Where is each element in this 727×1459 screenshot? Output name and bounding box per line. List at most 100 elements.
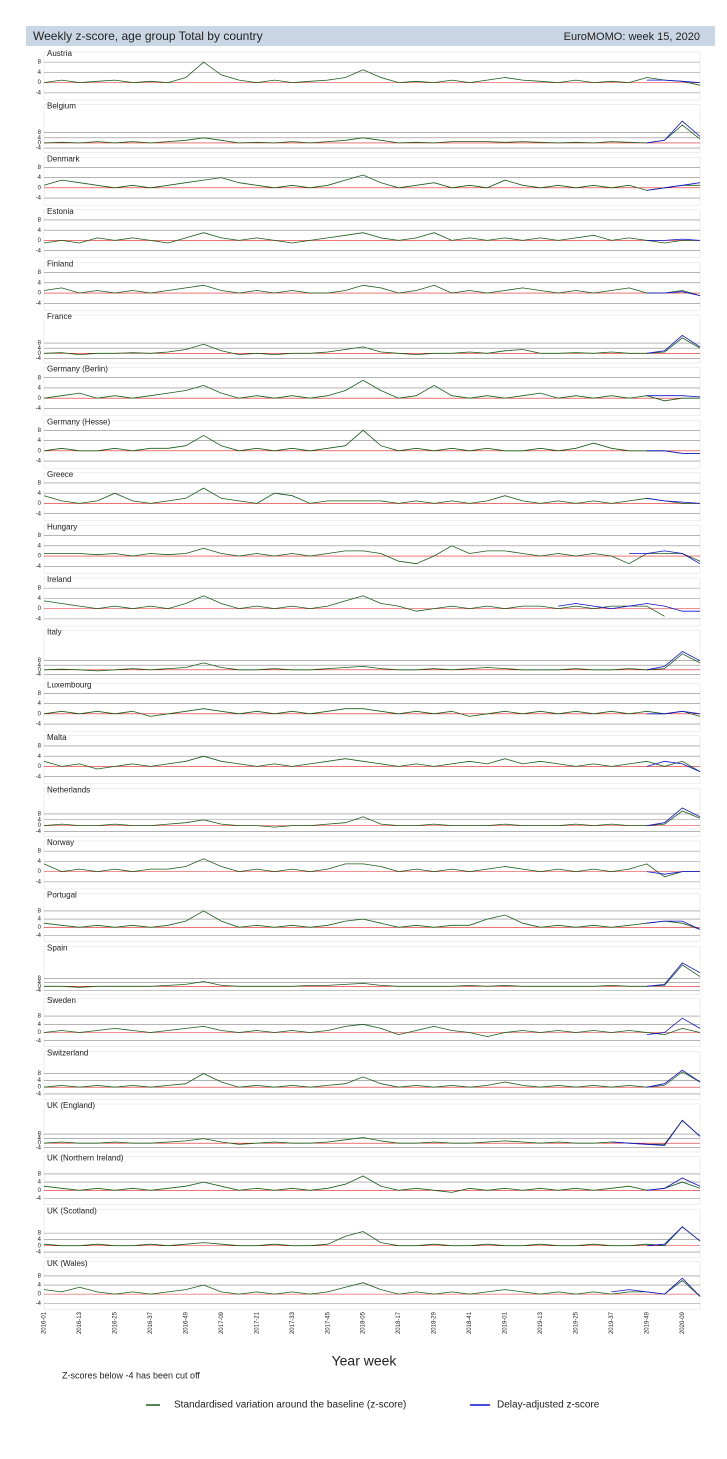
y-tick-label: 8 xyxy=(38,375,42,381)
panel-title: Italy xyxy=(47,628,62,637)
panel-title: Switzerland xyxy=(47,1049,88,1058)
y-tick-label: 0 xyxy=(38,667,42,673)
panel-title: Spain xyxy=(47,943,67,952)
legend-label: Delay-adjusted z-score xyxy=(497,1400,600,1411)
y-tick-label: -4 xyxy=(36,90,42,96)
y-tick-label: 4 xyxy=(38,701,42,707)
zscore-line xyxy=(43,429,700,454)
y-tick-label: -4 xyxy=(36,356,42,362)
y-tick-label: 0 xyxy=(38,448,42,454)
y-tick-label: -4 xyxy=(36,829,42,835)
legend-label: Standardised variation around the baseli… xyxy=(174,1400,406,1411)
y-tick-label: 4 xyxy=(38,135,42,141)
x-tick-label: 2017-21 xyxy=(254,1311,260,1334)
zscore-line xyxy=(43,337,701,356)
zscore-line xyxy=(43,1119,701,1145)
adjusted-line xyxy=(646,651,701,671)
y-tick-label: -4 xyxy=(36,248,42,254)
y-tick-label: 8 xyxy=(38,341,42,347)
panel-frame xyxy=(43,1156,701,1205)
y-tick-label: 8 xyxy=(38,1171,42,1177)
y-tick-label: 8 xyxy=(38,811,42,817)
adjusted-line xyxy=(646,334,701,354)
zscore-line xyxy=(43,595,665,617)
y-tick-label: 0 xyxy=(38,554,42,560)
zscore-line xyxy=(43,755,701,772)
y-tick-label: 8 xyxy=(38,744,42,750)
adjusted-line xyxy=(646,79,701,83)
header-bar xyxy=(26,26,715,46)
x-tick-label: 2017-45 xyxy=(325,1311,331,1334)
adjusted-line xyxy=(611,1119,701,1146)
adjusted-line xyxy=(646,710,701,715)
y-tick-label: 0 xyxy=(38,711,42,717)
y-tick-label: 4 xyxy=(38,543,42,549)
adjusted-line xyxy=(646,1226,701,1247)
zscore-line xyxy=(43,653,701,672)
y-tick-label: 4 xyxy=(38,817,42,823)
y-tick-label: 4 xyxy=(38,346,42,352)
adjusted-line xyxy=(611,1277,701,1297)
x-tick-label: 2020-09 xyxy=(680,1311,686,1334)
y-tick-label: 8 xyxy=(38,130,42,136)
y-tick-label: 0 xyxy=(38,351,42,357)
zscore-line xyxy=(44,964,701,988)
panel-title: Malta xyxy=(47,733,67,742)
adjusted-line xyxy=(646,760,701,772)
y-tick-label: 8 xyxy=(38,1132,42,1138)
panel-title: France xyxy=(47,312,72,321)
y-tick-label: 4 xyxy=(38,1022,42,1028)
panel-title: Hungary xyxy=(47,523,77,532)
x-tick-label: 2018-05 xyxy=(361,1311,367,1334)
panel-frame xyxy=(43,630,701,679)
panel-frame xyxy=(43,840,701,890)
y-tick-label: 0 xyxy=(38,1292,42,1298)
panel-frame xyxy=(43,367,701,416)
y-tick-label: 0 xyxy=(38,925,42,931)
y-tick-label: 4 xyxy=(38,980,42,986)
panel-title: Denmark xyxy=(47,154,80,163)
y-tick-label: -4 xyxy=(36,879,42,885)
panel-title: Belgium xyxy=(47,102,76,111)
y-tick-label: -4 xyxy=(36,722,42,728)
y-tick-label: 0 xyxy=(38,1243,42,1249)
y-tick-label: -4 xyxy=(36,988,42,994)
y-tick-label: 0 xyxy=(38,764,42,770)
y-tick-label: 0 xyxy=(38,869,42,875)
panel-frame xyxy=(43,209,701,259)
panel-frame xyxy=(43,525,701,574)
y-tick-label: 4 xyxy=(38,386,42,392)
panel-frame xyxy=(43,788,701,837)
y-tick-label: 4 xyxy=(38,175,42,181)
y-tick-label: 4 xyxy=(38,917,42,923)
panel-title: Germany (Berlin) xyxy=(47,365,108,374)
y-tick-label: 0 xyxy=(38,140,42,146)
zscore-line xyxy=(43,174,700,191)
x-tick-label: 2016-01 xyxy=(42,1311,48,1334)
zscore-line xyxy=(43,1226,701,1247)
y-tick-label: -4 xyxy=(36,1145,42,1151)
panel-frame xyxy=(43,893,701,942)
y-tick-label: 4 xyxy=(38,859,42,865)
y-tick-label: 4 xyxy=(38,228,42,234)
x-tick-label: 2019-13 xyxy=(538,1311,544,1334)
panel-frame xyxy=(43,51,701,101)
x-tick-label: 2019-25 xyxy=(573,1311,579,1334)
y-tick-label: 8 xyxy=(38,165,42,171)
y-tick-label: 0 xyxy=(38,80,42,86)
x-tick-label: 2019-01 xyxy=(503,1311,509,1334)
panel-frame xyxy=(43,1051,701,1100)
y-tick-label: 8 xyxy=(38,481,42,487)
y-tick-label: 8 xyxy=(38,1231,42,1237)
panel-title: UK (Scotland) xyxy=(47,1206,97,1215)
y-tick-label: 4 xyxy=(38,280,42,286)
adjusted-line xyxy=(646,395,701,398)
zscore-line xyxy=(43,61,701,86)
y-tick-label: -4 xyxy=(36,406,42,412)
adjusted-line xyxy=(646,238,701,241)
panel-title: Finland xyxy=(47,260,73,269)
panel-title: Estonia xyxy=(47,207,74,216)
y-tick-label: 8 xyxy=(38,428,42,434)
x-tick-label: 2018-29 xyxy=(432,1311,438,1334)
